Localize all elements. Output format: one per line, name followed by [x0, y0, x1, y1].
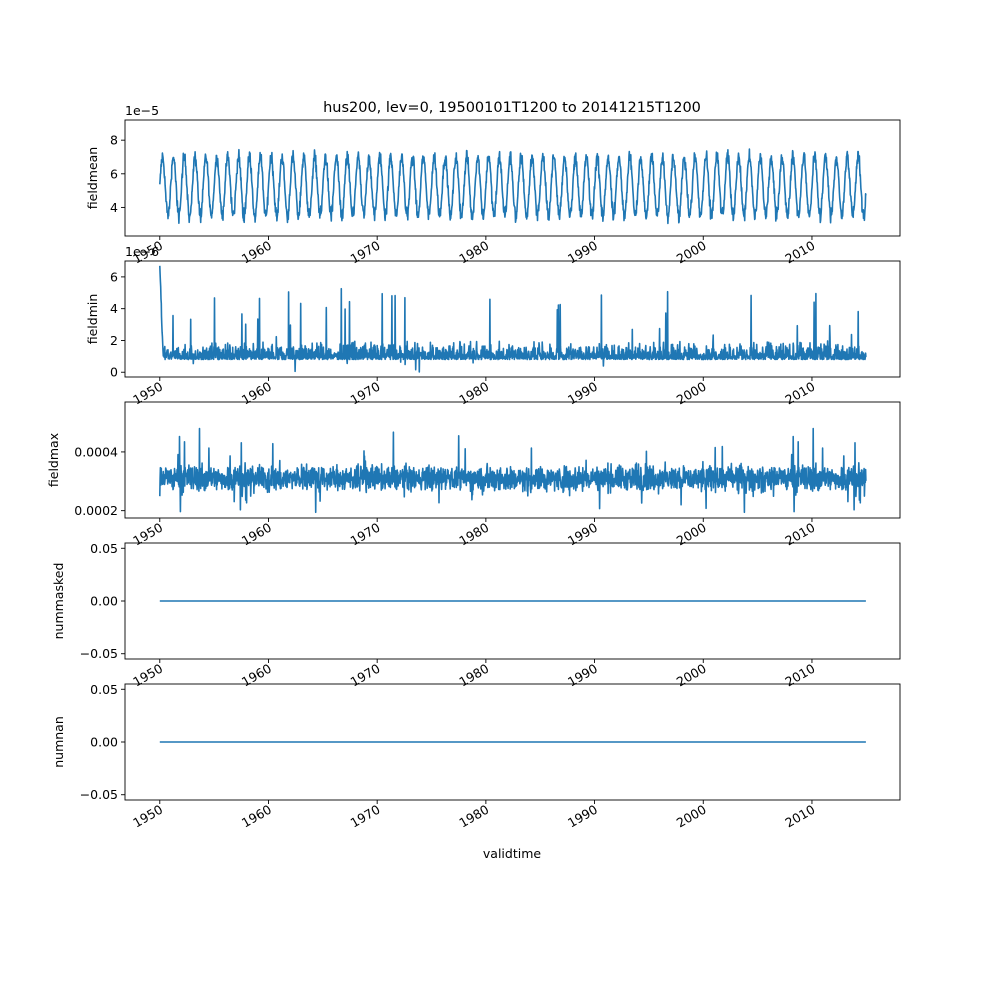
y-tick-label: 0.0002	[74, 503, 118, 518]
y-tick-label: 0.05	[90, 682, 118, 697]
y-tick-label: 6	[110, 166, 118, 181]
data-line-fieldmin	[159, 265, 867, 373]
y-tick-label: 2	[110, 333, 118, 348]
y-tick-label: 4	[110, 200, 118, 215]
y-tick-label: 4	[110, 301, 118, 316]
y-axis-label-fieldmax: fieldmax	[46, 433, 61, 487]
y-offset-text: 1e−5	[125, 103, 159, 118]
y-tick-label: −0.05	[80, 787, 118, 802]
y-tick-label: 0.0004	[74, 444, 118, 459]
y-tick-label: 8	[110, 133, 118, 148]
y-axis-label-fieldmean: fieldmean	[85, 147, 100, 209]
y-offset-text: 1e−6	[125, 244, 159, 259]
y-tick-label: 0	[110, 365, 118, 380]
y-tick-label: 0.05	[90, 541, 118, 556]
data-line-fieldmean	[159, 148, 867, 225]
axes-frame-fieldmin	[124, 260, 901, 378]
y-tick-label: 6	[110, 269, 118, 284]
y-axis-label-nummasked: nummasked	[51, 563, 66, 640]
axes-frame-fieldmean	[124, 119, 901, 237]
y-tick-label: −0.05	[80, 646, 118, 661]
y-axis-label-numnan: numnan	[51, 716, 66, 768]
y-tick-label: 0.00	[90, 594, 118, 609]
axes-frame-fieldmax	[124, 401, 901, 519]
y-tick-label: 0.00	[90, 735, 118, 750]
data-line-fieldmax	[159, 427, 867, 514]
y-axis-label-fieldmin: fieldmin	[85, 294, 100, 345]
chart-title: hus200, lev=0, 19500101T1200 to 20141215…	[323, 100, 701, 116]
x-axis-label: validtime	[483, 846, 541, 861]
